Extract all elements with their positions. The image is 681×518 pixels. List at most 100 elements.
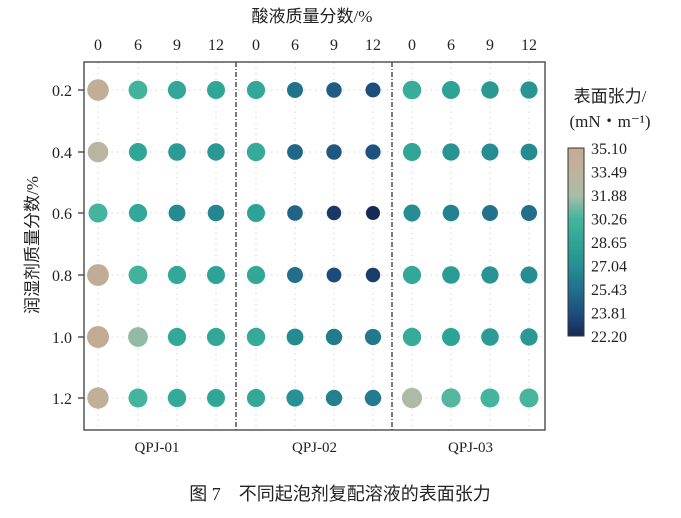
data-point [129,143,147,161]
data-point [206,327,226,347]
colorbar-tick-label: 23.81 [591,306,627,323]
x-tick-label: 0 [252,37,260,54]
data-point [88,203,108,223]
data-point [287,267,303,283]
data-point [481,328,499,346]
data-point [128,203,148,223]
data-point [207,143,225,161]
data-point [168,204,186,222]
top-x-axis-label: 酸液质量分数/% [252,7,373,26]
data-point [287,144,303,160]
data-point [521,205,537,221]
data-point [167,265,187,285]
data-point [366,206,380,220]
data-point [246,142,266,162]
x-tick-label: 12 [365,37,381,54]
data-point [442,81,460,99]
data-point [520,328,538,346]
data-point [286,389,304,407]
x-tick-label: 6 [291,37,299,54]
data-point [442,328,460,346]
data-point [246,327,266,347]
colorbar-tick-label: 22.20 [591,329,627,346]
data-point [87,387,109,409]
x-tick-label: 6 [134,37,142,54]
data-point [520,266,538,284]
data-point [207,81,225,99]
y-tick-label: 0.2 [52,83,72,100]
data-point [442,204,460,222]
colorbar-tick-label: 27.04 [591,259,627,276]
data-point [87,79,109,101]
data-point [207,266,225,284]
data-point [207,204,225,222]
data-point [207,389,225,407]
data-point [167,388,187,408]
group-label: QPJ-01 [134,440,179,456]
colorbar-unit: (mN・m⁻¹) [569,112,650,131]
x-tick-label: 0 [94,37,102,54]
data-point [401,387,423,409]
data-point [519,388,539,408]
data-point [326,205,342,221]
data-point [402,327,422,347]
colorbar-tick-label: 28.65 [591,235,627,252]
x-tick-label: 9 [330,37,338,54]
data-point [403,204,421,222]
data-point [520,143,538,161]
data-point [246,265,266,285]
y-tick-label: 0.4 [52,145,72,162]
data-point [365,267,381,283]
data-point [325,389,343,407]
data-point [326,144,342,160]
data-point [442,266,460,284]
data-point [128,265,148,285]
data-point [364,389,382,407]
data-point [365,82,381,98]
x-tick-label: 9 [173,37,181,54]
data-point [287,205,303,221]
data-point [87,264,109,286]
colorbar-tick-label: 31.88 [591,188,627,205]
data-point [128,327,148,347]
y-axis-label: 润湿剂质量分数/% [23,176,42,314]
data-point [247,204,265,222]
colorbar-title: 表面张力/ [574,87,647,106]
data-point [167,80,187,100]
data-point [365,144,381,160]
data-point [364,328,382,346]
data-point [480,388,500,408]
colorbar-tick-label: 35.10 [591,141,627,158]
x-tick-label: 0 [408,37,416,54]
data-point [442,143,460,161]
colorbar [567,147,585,337]
data-point [520,81,538,99]
x-tick-label: 12 [208,37,224,54]
plot-frame [83,61,546,431]
group-label: QPJ-02 [292,440,337,456]
data-point [286,328,304,346]
data-point [326,267,342,283]
x-tick-label: 6 [447,37,455,54]
data-point [128,80,148,100]
data-point [168,143,186,161]
data-point [246,80,266,100]
data-point [481,81,499,99]
x-tick-label: 12 [521,37,537,54]
data-point [325,328,343,346]
data-point [482,205,498,221]
data-point [403,143,421,161]
data-point [167,327,187,347]
data-point [402,80,422,100]
data-point [246,388,266,408]
data-point [128,388,148,408]
data-point [87,141,109,163]
y-tick-label: 1.2 [52,391,72,408]
y-tick-label: 0.6 [52,206,72,223]
y-tick-label: 1.0 [52,330,72,347]
caption: 图 7 不同起泡剂复配溶液的表面张力 [189,484,491,504]
x-tick-label: 9 [486,37,494,54]
group-label: QPJ-03 [448,440,493,456]
data-point [481,143,499,161]
